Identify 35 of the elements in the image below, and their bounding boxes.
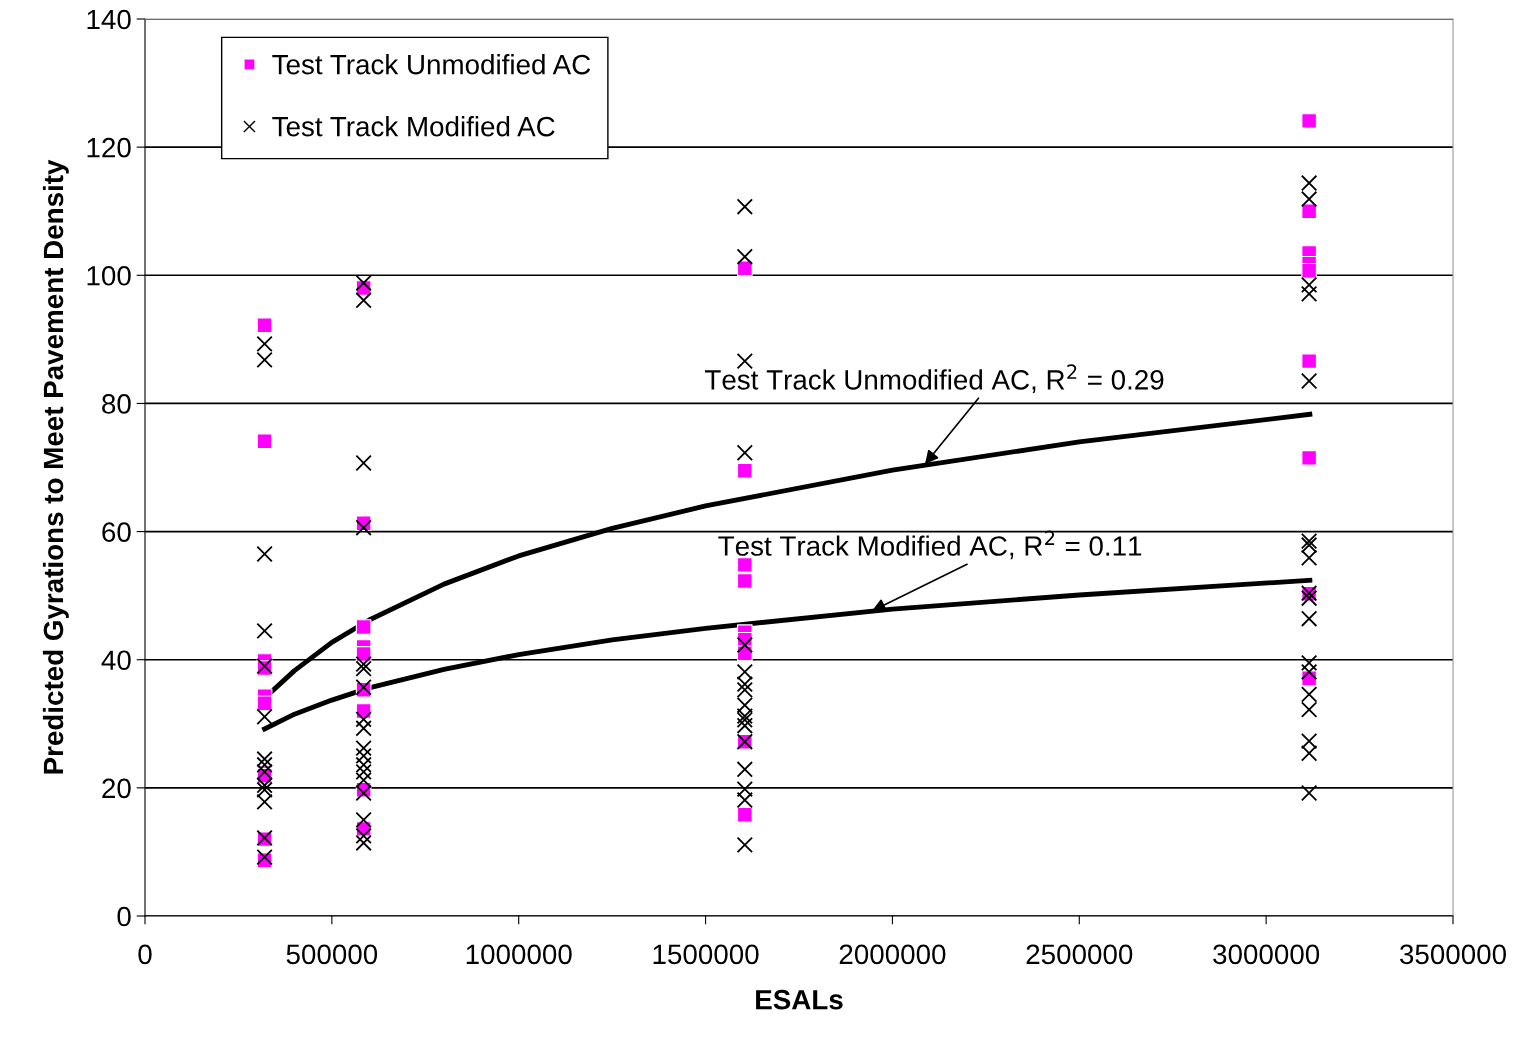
x-tick-label: 3500000 <box>1399 944 1506 965</box>
x-tick-label: 2500000 <box>1026 944 1133 965</box>
point <box>1301 353 1317 369</box>
point <box>1301 113 1317 129</box>
x-tick-label: 1000000 <box>466 944 572 965</box>
x-tick-label: 500000 <box>286 944 378 965</box>
y-tick-label: 0 <box>117 906 131 927</box>
x-axis-title: ESALs <box>756 989 843 1010</box>
y-tick-label: 20 <box>102 778 131 799</box>
x-tick-label: 3000000 <box>1213 944 1320 965</box>
y-axis-title: Predicted Gyrations to Meet Pavement Density <box>42 159 69 774</box>
x-tick-label: 2000000 <box>839 944 946 965</box>
y-tick-label: 60 <box>102 522 131 542</box>
point <box>736 557 753 573</box>
y-tick-label: 140 <box>87 9 131 30</box>
point <box>736 260 753 277</box>
point <box>736 573 753 589</box>
legend-label: Test Track Unmodified AC <box>272 54 591 75</box>
x-tick-label: 0 <box>138 944 152 965</box>
point <box>736 462 753 479</box>
annotation: Test Track Unmodified AC, R$^{2}$ = 0.29 <box>705 364 1164 393</box>
legend-label: Test Track Modified AC <box>272 116 555 137</box>
y-tick-label: 80 <box>102 394 131 414</box>
y-tick-label: 120 <box>87 137 131 158</box>
point <box>1301 450 1317 466</box>
y-tick-label: 100 <box>87 265 131 286</box>
y-tick-label: 40 <box>101 650 131 671</box>
point <box>736 806 753 823</box>
point <box>256 317 273 334</box>
point <box>1301 262 1317 279</box>
x-tick-label: 1500000 <box>653 944 759 965</box>
point <box>355 619 372 635</box>
point <box>256 695 273 712</box>
point <box>1301 203 1317 220</box>
point <box>256 433 273 450</box>
